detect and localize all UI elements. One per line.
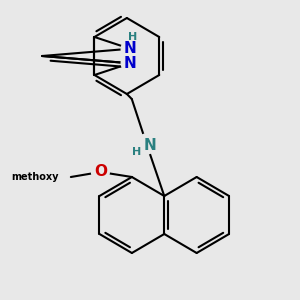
Text: N: N xyxy=(144,139,157,154)
Circle shape xyxy=(92,163,109,181)
Circle shape xyxy=(137,134,156,154)
Text: N: N xyxy=(124,41,136,56)
Text: H: H xyxy=(132,147,141,157)
Text: H: H xyxy=(128,32,138,42)
Circle shape xyxy=(121,54,139,72)
Text: methoxy: methoxy xyxy=(11,172,59,182)
Circle shape xyxy=(121,40,139,58)
Text: O: O xyxy=(94,164,107,179)
Text: N: N xyxy=(124,56,136,71)
